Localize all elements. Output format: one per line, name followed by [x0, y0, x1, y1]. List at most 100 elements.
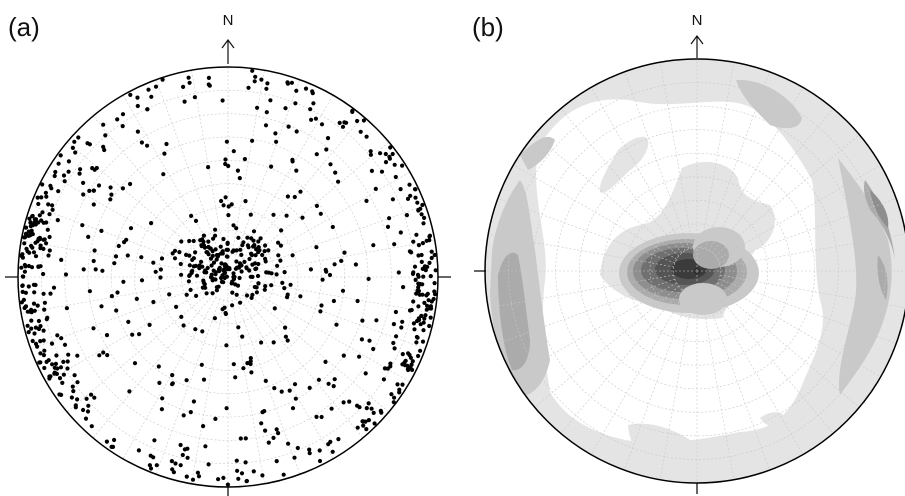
pole-point	[374, 318, 379, 323]
pole-point	[23, 264, 28, 269]
pole-point	[323, 267, 328, 272]
pole-point	[87, 289, 92, 294]
pole-point	[272, 306, 277, 311]
pole-point	[329, 406, 334, 411]
pole-point	[432, 281, 437, 286]
pole-point	[383, 151, 388, 157]
pole-point	[422, 215, 427, 220]
pole-point	[199, 259, 204, 264]
pole-point	[271, 340, 276, 345]
pole-point	[58, 365, 64, 370]
pole-point	[419, 212, 424, 217]
pole-point	[188, 287, 193, 292]
pole-point	[211, 260, 217, 265]
pole-point	[359, 337, 364, 342]
grid-spoke	[708, 87, 804, 251]
pole-point	[115, 290, 120, 295]
grid-spoke	[624, 293, 690, 471]
pole-point	[253, 74, 258, 79]
pole-point	[101, 122, 106, 127]
pole-point	[200, 285, 205, 290]
contour-level-4	[870, 190, 889, 228]
panel-b-grid	[485, 59, 905, 483]
pole-point	[63, 272, 69, 277]
pole-point	[368, 152, 373, 157]
pole-point	[73, 150, 78, 155]
pole-point	[52, 371, 57, 376]
pole-point	[91, 188, 96, 193]
pole-point	[25, 249, 30, 254]
pole-point	[344, 120, 349, 125]
pole-point	[127, 389, 132, 394]
pole-point	[83, 416, 89, 421]
pole-point	[254, 285, 259, 290]
pole-point	[388, 145, 393, 150]
pole-point	[70, 145, 75, 150]
pole-point	[224, 343, 229, 348]
contour-level-1	[628, 423, 694, 460]
pole-point	[410, 367, 415, 372]
pole-point	[240, 334, 245, 339]
grid-spoke	[191, 299, 225, 484]
pole-point	[126, 319, 131, 324]
pole-point	[410, 271, 416, 276]
pole-point	[426, 298, 431, 303]
pole-point	[206, 239, 211, 244]
grid-spoke	[191, 70, 225, 255]
pole-point	[214, 288, 219, 293]
pole-point	[218, 244, 223, 249]
grid-spoke	[235, 79, 301, 256]
pole-point	[415, 335, 420, 340]
pole-point	[368, 149, 373, 154]
pole-point	[174, 304, 179, 309]
pole-point	[191, 399, 196, 404]
pole-point	[242, 259, 247, 264]
pole-point	[353, 262, 358, 267]
pole-point	[139, 278, 145, 283]
pole-point	[251, 229, 257, 234]
grid-spoke	[720, 274, 905, 309]
pole-point	[423, 313, 428, 318]
pole-point	[413, 277, 418, 282]
pole-point	[108, 197, 113, 202]
pole-point	[128, 181, 133, 187]
grid-ring	[649, 223, 745, 319]
pole-point	[273, 131, 278, 136]
pole-point	[112, 261, 117, 266]
pole-point	[181, 413, 186, 418]
pole-point	[236, 476, 241, 481]
grid-spoke	[122, 94, 217, 257]
grid-spoke	[534, 134, 680, 257]
pole-point	[167, 292, 172, 297]
pole-point	[389, 392, 394, 397]
pole-point	[412, 264, 418, 269]
pole-point	[112, 437, 117, 443]
grid-spoke	[239, 94, 334, 257]
pole-point	[178, 442, 183, 448]
pole-point	[125, 253, 130, 258]
pole-point	[188, 410, 193, 415]
pole-point	[274, 459, 279, 464]
pole-point	[225, 254, 230, 259]
pole-point	[182, 99, 187, 104]
pole-point	[76, 135, 81, 140]
pole-point	[414, 340, 419, 345]
pole-point	[425, 303, 430, 308]
pole-point	[256, 261, 261, 267]
pole-point	[371, 410, 376, 415]
pole-point	[419, 259, 424, 264]
pole-point	[398, 230, 403, 235]
pole-point	[50, 203, 55, 208]
pole-point	[178, 261, 183, 267]
pole-point	[293, 396, 298, 401]
pole-point	[169, 459, 174, 464]
pole-point	[405, 196, 411, 201]
pole-point	[25, 323, 30, 328]
pole-point	[187, 238, 192, 244]
pole-point	[408, 193, 413, 198]
pole-point	[404, 213, 409, 218]
pole-point	[85, 409, 91, 414]
pole-point	[419, 252, 424, 258]
pole-point	[263, 243, 268, 248]
grid-spoke	[714, 134, 860, 257]
